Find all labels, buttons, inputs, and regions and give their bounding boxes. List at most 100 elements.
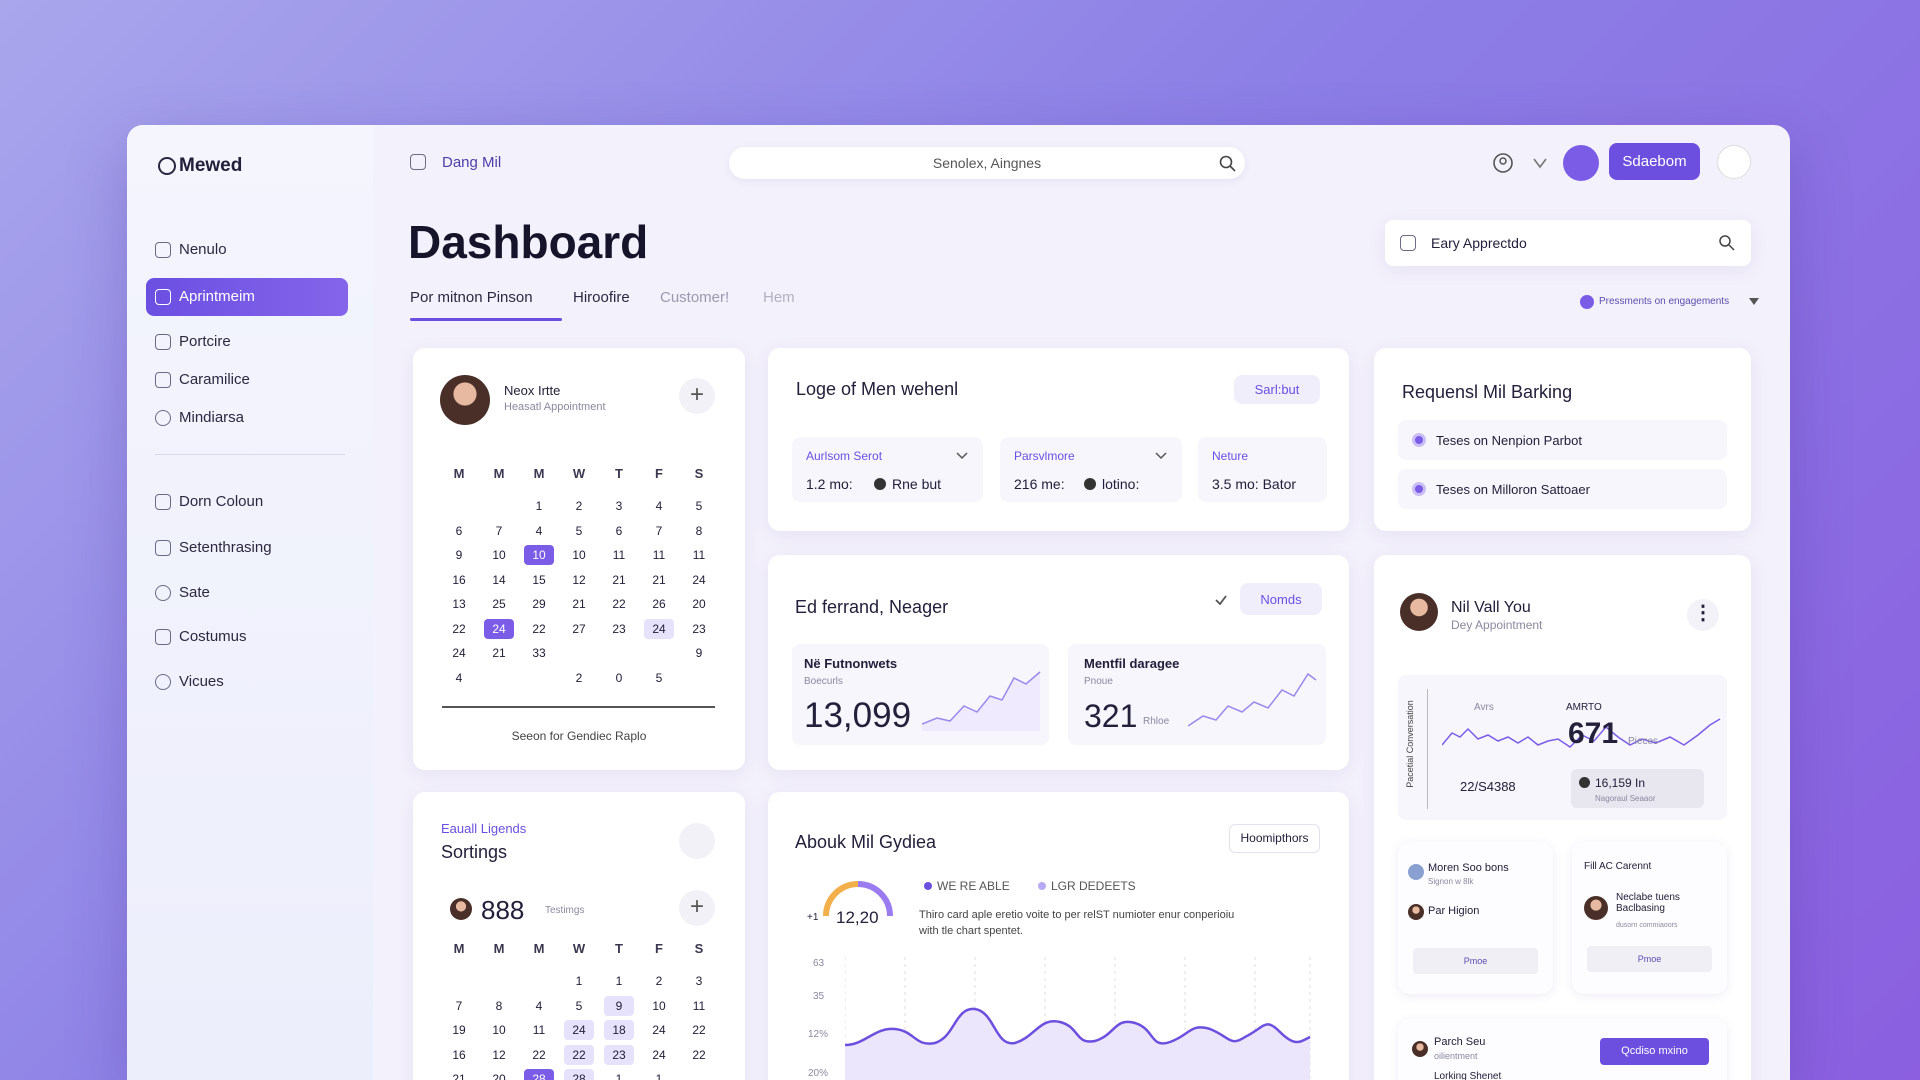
day[interactable]: 4	[535, 998, 543, 1013]
day[interactable]: 7	[455, 998, 463, 1013]
day[interactable]: 23	[612, 621, 626, 636]
tab[interactable]: Hem	[763, 289, 795, 306]
day[interactable]: 10	[524, 545, 554, 565]
day[interactable]: 23	[604, 1044, 634, 1065]
card-button[interactable]: Sarl:but	[1234, 375, 1320, 404]
tab-active[interactable]: Por mitnon Pinson	[410, 289, 533, 306]
search-bar[interactable]: Senolex, Aingnes	[729, 147, 1245, 179]
day[interactable]: 1	[575, 974, 583, 988]
day[interactable]: 10	[492, 548, 506, 562]
day[interactable]: 21	[612, 572, 626, 587]
menu-item[interactable]: Setenthrasing	[179, 539, 272, 556]
day[interactable]: 23	[692, 621, 706, 636]
day[interactable]: 5	[655, 670, 663, 685]
day[interactable]: 3	[615, 499, 623, 513]
day[interactable]: 28	[564, 1069, 594, 1080]
day[interactable]: 22	[532, 1047, 546, 1062]
workspace[interactable]: Dang Mil	[442, 154, 502, 171]
day[interactable]: 2	[655, 974, 663, 988]
day[interactable]: 21	[492, 646, 506, 660]
day[interactable]: 16	[452, 1047, 466, 1062]
mini-button[interactable]: Pmoe	[1587, 946, 1712, 972]
day[interactable]: 22	[612, 597, 626, 611]
day[interactable]: 26	[652, 597, 666, 611]
day[interactable]: 24	[644, 618, 674, 639]
day[interactable]: 13	[452, 597, 466, 611]
day[interactable]: 24	[652, 1047, 666, 1062]
day[interactable]: 6	[455, 523, 463, 538]
dropdown-icon[interactable]	[1532, 156, 1548, 170]
day[interactable]: 24	[652, 1023, 666, 1037]
day[interactable]: 24	[452, 646, 466, 660]
day[interactable]: 3	[695, 974, 703, 988]
day[interactable]: 21	[452, 1072, 466, 1080]
day[interactable]: 11	[692, 548, 706, 562]
day[interactable]: 10	[572, 548, 586, 562]
day[interactable]: 11	[612, 548, 626, 562]
menu-item[interactable]: Dorn Coloun	[179, 493, 264, 510]
day[interactable]: 20	[692, 597, 706, 611]
day[interactable]: 11	[652, 548, 666, 562]
menu-item[interactable]: Caramilice	[179, 371, 250, 388]
day[interactable]: 2	[575, 670, 583, 685]
day[interactable]: 33	[532, 646, 546, 660]
request-item[interactable]: Teses on Nenpion Parbot	[1398, 420, 1727, 460]
card-button[interactable]: Hoomipthors	[1229, 824, 1320, 853]
settings-button[interactable]	[1717, 145, 1751, 179]
day[interactable]: 22	[532, 621, 546, 636]
day[interactable]: 1	[535, 499, 543, 513]
day[interactable]: 10	[492, 1023, 506, 1037]
menu-item[interactable]: Portcire	[179, 333, 231, 350]
filter[interactable]: Pressments on engagements	[1599, 296, 1730, 307]
menu-item[interactable]: Vicues	[179, 673, 224, 690]
day[interactable]: 5	[575, 998, 583, 1013]
day[interactable]: 22	[692, 1047, 706, 1062]
day[interactable]: 22	[692, 1023, 706, 1037]
day[interactable]: 4	[535, 523, 543, 538]
day[interactable]: 12	[572, 572, 586, 587]
day[interactable]: 12	[492, 1047, 506, 1062]
day[interactable]: 0	[615, 670, 623, 685]
footer-button[interactable]: Qcdiso mxino	[1600, 1038, 1709, 1065]
more-button[interactable]: ⋮	[1687, 599, 1719, 631]
add-button[interactable]: +	[679, 378, 715, 414]
primary-button[interactable]: Sdaebom	[1609, 143, 1700, 180]
day[interactable]: 24	[692, 572, 706, 587]
day[interactable]: 14	[492, 572, 506, 587]
day[interactable]: 4	[455, 670, 463, 685]
day[interactable]: 9	[604, 995, 634, 1016]
menu-item[interactable]: Mindiarsa	[179, 409, 245, 426]
day[interactable]: 5	[695, 499, 703, 513]
mini-button[interactable]: Pmoe	[1413, 948, 1538, 974]
day[interactable]: 18	[604, 1020, 634, 1040]
day[interactable]: 11	[532, 1023, 546, 1037]
day[interactable]: 19	[452, 1023, 466, 1037]
search-box[interactable]: Eary Apprectdo	[1385, 220, 1751, 266]
day[interactable]: 25	[492, 597, 506, 611]
day[interactable]: 8	[495, 998, 503, 1013]
day[interactable]: 21	[572, 597, 586, 611]
day[interactable]: 1	[615, 1072, 623, 1080]
avatar-button[interactable]	[1563, 145, 1599, 181]
day[interactable]: 15	[532, 572, 546, 587]
day[interactable]: 11	[692, 998, 706, 1013]
day[interactable]: 6	[615, 523, 623, 538]
day[interactable]: 7	[495, 523, 503, 538]
day[interactable]: 29	[532, 597, 546, 611]
day[interactable]: 2	[575, 499, 583, 513]
day[interactable]: 22	[452, 621, 466, 636]
day[interactable]: 1	[655, 1072, 663, 1080]
day[interactable]: 9	[455, 548, 463, 562]
menu-item-active[interactable]: Aprintmeim	[179, 288, 255, 305]
day[interactable]: 8	[695, 523, 703, 538]
menu-item[interactable]: Nenulo	[179, 241, 227, 258]
day[interactable]: 20	[492, 1072, 506, 1080]
request-item[interactable]: Teses on Milloron Sattoaer	[1398, 469, 1727, 509]
day[interactable]: 7	[655, 523, 663, 538]
day[interactable]: 9	[695, 646, 703, 660]
day[interactable]: 10	[652, 998, 666, 1013]
day[interactable]: 24	[564, 1020, 594, 1040]
tab[interactable]: Hiroofire	[573, 289, 630, 306]
menu-item[interactable]: Costumus	[179, 628, 247, 645]
day[interactable]: 22	[564, 1044, 594, 1065]
